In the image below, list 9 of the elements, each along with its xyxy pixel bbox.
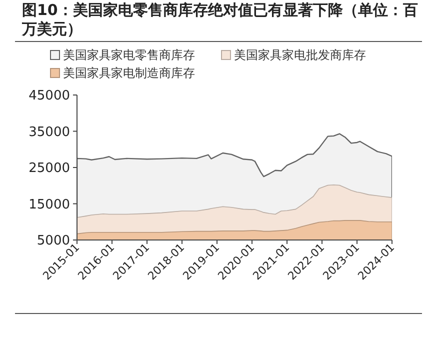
legend-item: 美国家具家电批发商库存 bbox=[221, 46, 366, 64]
y-tick-label: 5000 bbox=[36, 234, 70, 248]
legend-item: 美国家具家电零售商库存 bbox=[50, 46, 195, 64]
legend-item: 美国家具家电制造商库存 bbox=[50, 64, 195, 82]
chart-title: 图10：美国家电零售商库存绝对值已有显著下降（单位：百万美元） bbox=[22, 1, 419, 39]
y-tick-label: 25000 bbox=[28, 161, 70, 176]
y-tick-label: 35000 bbox=[28, 124, 70, 140]
y-tick-label: 15000 bbox=[28, 197, 70, 212]
y-tick-label: 45000 bbox=[28, 88, 70, 104]
